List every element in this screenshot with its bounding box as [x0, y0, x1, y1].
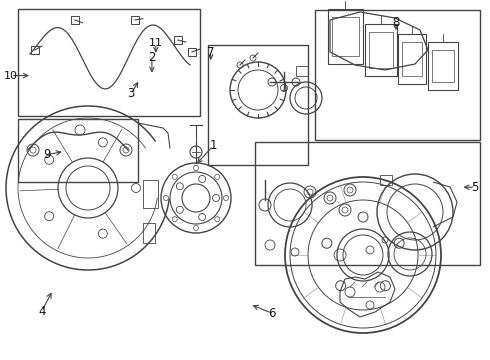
Text: 11: 11 — [149, 38, 163, 48]
Text: 6: 6 — [268, 307, 276, 320]
Bar — [315, 10, 480, 140]
Text: 1: 1 — [209, 139, 217, 152]
Text: 2: 2 — [148, 51, 156, 64]
Text: 9: 9 — [43, 148, 50, 161]
Text: 8: 8 — [392, 16, 400, 29]
Bar — [380, 175, 392, 185]
Bar — [332, 17, 359, 56]
Text: 3: 3 — [127, 87, 135, 100]
Bar — [71, 16, 79, 24]
Bar — [143, 223, 155, 243]
Bar — [432, 50, 454, 82]
Bar — [143, 180, 158, 208]
Bar — [296, 66, 308, 76]
Bar — [365, 24, 397, 76]
Text: 7: 7 — [207, 46, 215, 59]
Bar — [398, 34, 426, 84]
Bar — [18, 119, 138, 182]
Bar — [402, 42, 422, 76]
Text: 10: 10 — [4, 71, 18, 81]
Bar — [369, 32, 393, 68]
Text: 4: 4 — [38, 305, 46, 318]
Bar — [18, 9, 200, 116]
Bar — [131, 16, 139, 24]
Bar — [255, 142, 480, 265]
Bar — [31, 46, 39, 54]
Bar — [208, 45, 308, 165]
Bar — [428, 42, 458, 90]
Bar — [188, 48, 196, 56]
Text: 5: 5 — [471, 181, 479, 194]
Bar — [174, 36, 182, 44]
Bar — [328, 9, 363, 64]
